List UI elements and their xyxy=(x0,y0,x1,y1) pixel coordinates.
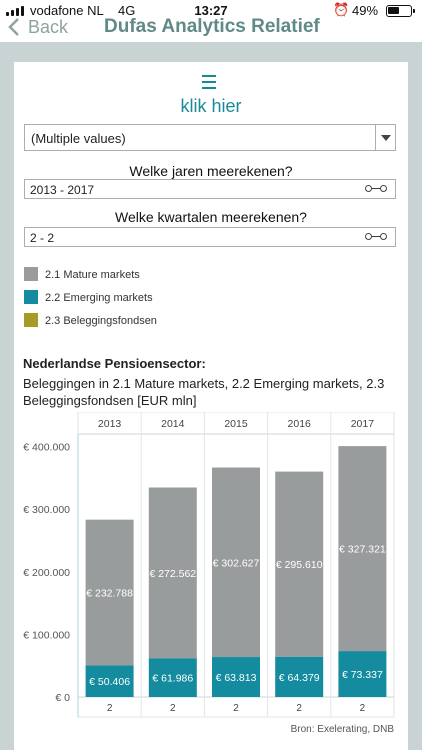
bar-segment xyxy=(85,665,134,697)
chevron-left-icon xyxy=(8,18,19,36)
column-footer-label: 2 xyxy=(360,703,366,714)
bar-segment xyxy=(148,658,197,697)
chart-source: Bron: Exelerating, DNB xyxy=(291,724,395,735)
bar-segment xyxy=(275,656,324,697)
bar-data-label: € 50.406 xyxy=(89,676,130,688)
alarm-clock-icon: ⏰ xyxy=(333,2,350,17)
column-footer-label: 2 xyxy=(107,703,113,714)
legend-swatch xyxy=(24,290,38,304)
bar-data-label: € 73.337 xyxy=(342,669,383,681)
menu-link[interactable]: klik hier xyxy=(180,96,242,116)
years-range-filter[interactable]: 2013 - 2017 xyxy=(24,179,396,199)
bar-data-label: € 232.788 xyxy=(86,588,133,600)
column-header-label: 2013 xyxy=(98,418,122,430)
chart-subtitle: Beleggingen in 2.1 Mature markets, 2.2 E… xyxy=(23,376,385,408)
bar-data-label: € 302.627 xyxy=(213,557,260,569)
column-footer-label: 2 xyxy=(296,703,302,714)
network-type: 4G xyxy=(118,3,136,18)
status-bar: vodafone NL 4G 13:27 ⏰ 49% xyxy=(0,0,422,22)
signal-strength-icon xyxy=(6,6,26,16)
bar-data-label: € 327.321 xyxy=(339,544,386,556)
column-footer-label: 2 xyxy=(233,703,239,714)
navigation-bar: Back Dufas Analytics Relatief xyxy=(0,14,422,44)
legend-label: 2.1 Mature markets xyxy=(45,269,140,281)
range-slider-icon[interactable] xyxy=(365,233,387,241)
battery-percentage: 49% xyxy=(352,3,379,18)
bar-data-label: € 295.610 xyxy=(276,559,323,571)
dashboard-frame: klik hier (Multiple values) Welke jaren … xyxy=(0,42,422,750)
bar-segment xyxy=(338,651,387,697)
y-tick-label: € 0 xyxy=(55,692,70,704)
range-slider-icon[interactable] xyxy=(365,185,387,193)
y-tick-label: € 300.000 xyxy=(23,504,70,516)
legend-swatch xyxy=(24,313,38,327)
legend-label: 2.2 Emerging markets xyxy=(45,292,153,304)
bar-data-label: € 64.379 xyxy=(279,672,320,684)
column-header-label: 2016 xyxy=(288,418,312,430)
hamburger-menu-icon[interactable] xyxy=(202,75,216,89)
years-range-value: 2013 - 2017 xyxy=(30,183,95,197)
chevron-down-icon[interactable] xyxy=(375,125,395,150)
column-footer-label: 2 xyxy=(170,703,176,714)
bar-data-label: € 61.986 xyxy=(152,673,193,685)
status-time: 13:27 xyxy=(194,3,228,18)
quarters-range-value: 2 - 2 xyxy=(30,231,55,245)
quarters-filter-title: Welke kwartalen meerekenen? xyxy=(115,209,307,225)
category-select[interactable]: (Multiple values) xyxy=(24,124,396,151)
sector-heading: Nederlandse Pensioensector: xyxy=(23,356,206,371)
bar-segment xyxy=(275,471,324,657)
chart-svg: € 0 € 100.000 € 200.000 € 300.000 € 400.000 2… xyxy=(23,412,395,735)
legend-swatch xyxy=(24,267,38,281)
quarters-range-filter[interactable]: 2 - 2 xyxy=(24,227,396,247)
column-header-label: 2015 xyxy=(224,418,248,430)
bar-data-label: € 272.562 xyxy=(149,568,196,580)
y-tick-label: € 200.000 xyxy=(23,567,70,579)
years-filter-title: Welke jaren meerekenen? xyxy=(129,163,293,179)
page-title: Dufas Analytics Relatief xyxy=(104,16,320,37)
dashboard-panel: klik hier (Multiple values) Welke jaren … xyxy=(14,62,408,750)
y-tick-label: € 100.000 xyxy=(23,629,70,641)
back-button[interactable]: Back xyxy=(8,14,68,40)
battery-icon xyxy=(386,5,415,17)
column-header-label: 2017 xyxy=(351,418,375,430)
bar-segment xyxy=(338,446,387,652)
bar-data-label: € 63.813 xyxy=(216,672,257,684)
bar-segment xyxy=(212,657,260,697)
select-value: (Multiple values) xyxy=(31,131,126,146)
bar-segment xyxy=(148,487,197,659)
y-tick-label: € 400.000 xyxy=(23,442,70,454)
carrier-name: vodafone NL xyxy=(30,3,104,18)
column-header-label: 2014 xyxy=(161,418,185,430)
stacked-bar-chart: € 0 € 100.000 € 200.000 € 300.000 € 400.000 2… xyxy=(14,412,408,742)
bar-segment xyxy=(85,519,134,666)
back-label: Back xyxy=(28,16,69,37)
bar-segment xyxy=(212,467,260,658)
legend-label: 2.3 Beleggingsfondsen xyxy=(45,315,157,327)
